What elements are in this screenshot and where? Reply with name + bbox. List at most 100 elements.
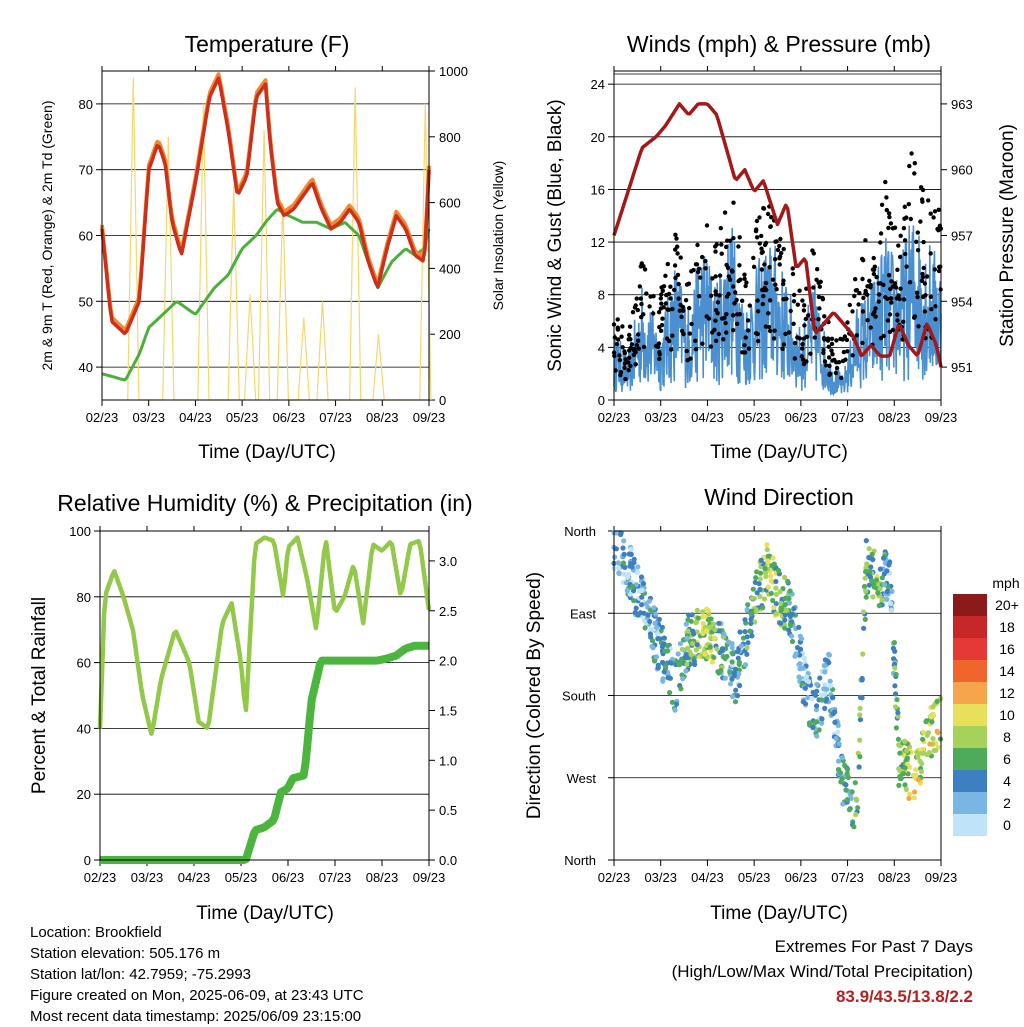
gust-point (660, 288, 665, 293)
extremes-block: Extremes For Past 7 Days (High/Low/Max W… (672, 934, 973, 1009)
gust-point (912, 161, 917, 166)
direction-point (875, 590, 881, 596)
direction-point (694, 607, 700, 614)
direction-point (665, 648, 671, 654)
pressure-series (612, 102, 943, 368)
gust-point (812, 335, 817, 340)
gust-point (737, 263, 742, 268)
gust-point (920, 187, 926, 193)
direction-point (886, 562, 892, 568)
direction-point (728, 681, 734, 687)
direction-point (615, 560, 622, 566)
gust-point (845, 349, 850, 354)
direction-point (860, 651, 866, 657)
direction-point (870, 594, 876, 600)
direction-point (812, 692, 819, 699)
direction-point (890, 645, 897, 651)
x-tick-label: 08/23 (366, 870, 399, 885)
direction-point (920, 736, 926, 742)
x-tick-label: 03/23 (644, 870, 677, 885)
gust-point (638, 296, 643, 301)
y-axis-label: Direction (Colored By Speed) (524, 572, 545, 819)
gust-point (676, 281, 681, 287)
direction-point (913, 767, 919, 773)
gust-point (857, 290, 862, 296)
gust-point (641, 264, 646, 269)
direction-point (852, 780, 858, 786)
direction-point (768, 578, 774, 584)
y-axis-label: Sonic Wind & Gust (Blue, Black) (545, 99, 566, 371)
direction-point (770, 597, 776, 604)
direction-point (782, 602, 788, 608)
direction-point (910, 772, 917, 779)
direction-point (660, 678, 666, 684)
direction-point (742, 662, 749, 668)
direction-point (764, 547, 770, 553)
plot-frame (99, 530, 430, 861)
gust-point (673, 232, 678, 237)
gust-point (887, 329, 893, 335)
y2-tick-label: 1.5 (439, 703, 457, 718)
gust-point (790, 266, 795, 271)
direction-point (742, 629, 748, 635)
direction-point (856, 764, 862, 770)
direction-point (758, 570, 764, 576)
gust-point (626, 360, 631, 365)
panel-4 (608, 526, 944, 866)
gust-point (888, 221, 894, 226)
gust-point (695, 242, 700, 248)
direction-point (762, 565, 768, 572)
x-tick-label: 08/23 (366, 410, 399, 425)
direction-point (793, 651, 799, 657)
legend-label: 18 (999, 619, 1015, 635)
gust-point (767, 265, 772, 270)
direction-point (665, 675, 671, 681)
y-axis-label: 2m & 9m T (Red, Orange) & 2m Td (Green) (39, 101, 55, 371)
gust-point (889, 300, 894, 305)
gust-point (691, 267, 696, 273)
direction-point (830, 711, 836, 717)
legend-label: 6 (1003, 751, 1011, 767)
direction-point (853, 796, 859, 802)
direction-point (635, 612, 641, 618)
gust-point (861, 258, 866, 263)
direction-point (757, 586, 763, 593)
extremes-values: 83.9/43.5/13.8/2.2 (835, 987, 973, 1006)
direction-point (843, 782, 849, 788)
gust-point (887, 312, 893, 317)
y2-tick-label: 951 (951, 360, 973, 375)
gust-point (660, 316, 665, 321)
y-tick-label: 70 (79, 163, 93, 178)
gust-point (704, 223, 710, 228)
gust-point (801, 361, 807, 367)
direction-point (868, 564, 874, 570)
gust-point (918, 219, 923, 224)
gust-point (759, 233, 764, 239)
x-tick-label: 02/23 (598, 870, 631, 885)
direction-point (616, 570, 622, 576)
direction-point (839, 755, 846, 761)
gust-point (860, 276, 865, 282)
y-tick-label: 40 (77, 721, 91, 736)
direction-point (863, 538, 869, 544)
gust-point (863, 291, 868, 296)
gust-point (755, 338, 761, 344)
direction-point (839, 776, 845, 782)
direction-point (805, 695, 811, 701)
direction-point (677, 661, 684, 667)
gust-point (841, 349, 847, 355)
gust-point (804, 286, 809, 291)
x-tick-label: 07/23 (319, 870, 352, 885)
gust-point (742, 350, 748, 355)
gust-point (800, 346, 805, 351)
direction-point (647, 618, 653, 625)
gust-point (763, 240, 769, 246)
gust-point (751, 255, 756, 261)
gust-point (713, 318, 718, 323)
gust-point (921, 265, 926, 271)
direction-point (895, 710, 901, 716)
y-tick-label: 50 (79, 294, 93, 309)
gust-point (933, 304, 938, 309)
y-tick-label: North (564, 524, 596, 539)
gust-point (742, 276, 747, 281)
